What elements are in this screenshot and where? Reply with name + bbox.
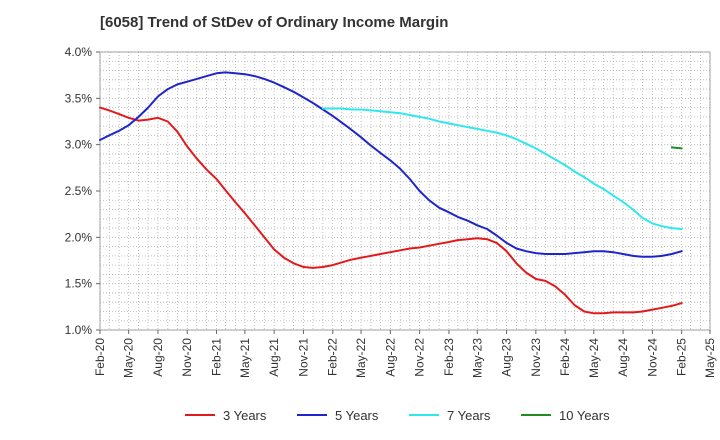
y-tick-label: 1.5% xyxy=(65,277,93,291)
y-tick-label: 4.0% xyxy=(65,45,93,59)
x-tick-label: May-25 xyxy=(703,338,717,378)
y-tick-label: 1.0% xyxy=(65,323,93,337)
x-tick-label: Aug-20 xyxy=(151,338,165,377)
x-tick-label: May-23 xyxy=(470,338,484,378)
series-line-5-years xyxy=(99,71,683,258)
y-tick-label: 3.5% xyxy=(65,91,93,105)
series-line-7-years xyxy=(321,107,683,230)
x-tick-label: Feb-25 xyxy=(675,338,689,376)
series-line-10-years xyxy=(670,146,683,150)
x-tick-label: Aug-21 xyxy=(267,338,281,377)
legend-label: 10 Years xyxy=(559,408,610,423)
x-tick-label: Nov-20 xyxy=(180,338,194,377)
x-tick-label: Feb-20 xyxy=(93,338,107,376)
x-tick-label: Nov-24 xyxy=(645,338,659,377)
plot-area xyxy=(99,51,711,331)
x-tick-label: May-21 xyxy=(238,338,252,378)
y-tick-label: 3.0% xyxy=(65,138,93,152)
y-tick-label: 2.5% xyxy=(65,184,93,198)
chart-title: [6058] Trend of StDev of Ordinary Income… xyxy=(100,14,449,31)
series-lines xyxy=(99,71,683,315)
y-tick-label: 2.0% xyxy=(65,230,93,244)
x-tick-label: May-22 xyxy=(354,338,368,378)
legend: 3 Years 5 Years 7 Years 10 Years xyxy=(185,408,610,423)
legend-label: 7 Years xyxy=(447,408,491,423)
series-line-3-years xyxy=(99,106,683,315)
x-tick-label: Nov-23 xyxy=(529,338,543,377)
x-tick-label: Feb-22 xyxy=(326,338,340,376)
legend-label: 5 Years xyxy=(335,408,379,423)
x-tick-label: Feb-23 xyxy=(442,338,456,376)
x-tick-label: Aug-22 xyxy=(383,338,397,377)
grid-lines xyxy=(99,51,711,331)
x-tick-label: Aug-23 xyxy=(500,338,514,377)
x-tick-label: Nov-21 xyxy=(296,338,310,377)
x-tick-label: May-24 xyxy=(587,338,601,378)
legend-label: 3 Years xyxy=(223,408,267,423)
y-axis-ticks: 1.0% 1.5% 2.0% 2.5% 3.0% 3.5% 4.0% xyxy=(65,45,100,337)
x-axis-ticks: Feb-20 May-20 Aug-20 Nov-20 Feb-21 May-21 Aug-… xyxy=(93,330,717,378)
x-tick-label: May-20 xyxy=(122,338,136,378)
x-tick-label: Feb-24 xyxy=(558,338,572,376)
x-tick-label: Feb-21 xyxy=(210,338,224,376)
x-tick-label: Nov-22 xyxy=(413,338,427,377)
x-tick-label: Aug-24 xyxy=(616,338,630,377)
